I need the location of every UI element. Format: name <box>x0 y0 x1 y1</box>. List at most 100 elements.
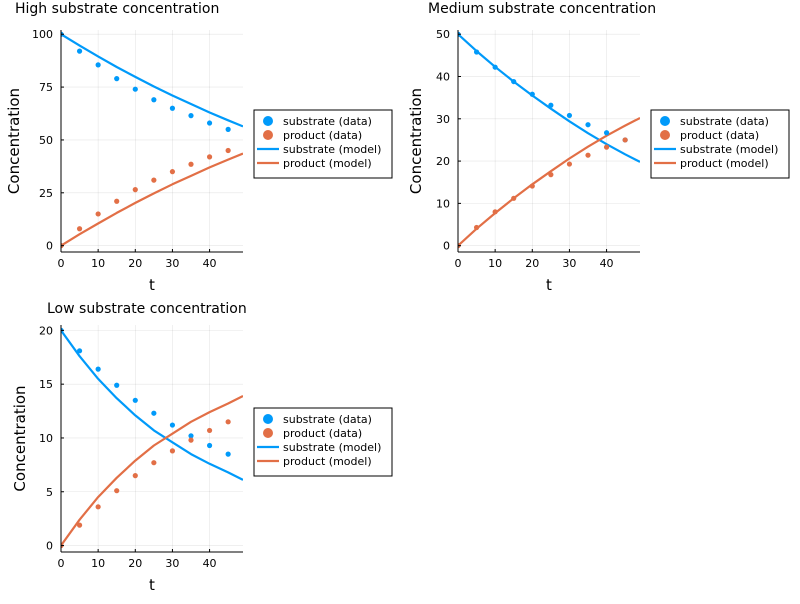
data-point <box>114 488 120 494</box>
data-point <box>114 198 120 204</box>
y-axis-label: Concentration <box>5 88 23 194</box>
legend-box <box>650 109 790 179</box>
data-point <box>188 161 194 167</box>
data-point <box>206 120 213 126</box>
data-point <box>76 348 83 354</box>
y-tick-label: 25 <box>39 187 53 200</box>
data-point <box>169 422 176 428</box>
data-point <box>206 154 213 160</box>
y-tick-label: 10 <box>39 432 53 445</box>
data-point <box>206 427 213 434</box>
chart-panel-high: 0 10 20 30 40 0 25 50 75 100 High substrate concen… <box>5 1 393 294</box>
x-tick-label: 10 <box>488 257 502 270</box>
x-axis-label: t <box>546 276 552 294</box>
plot-area <box>61 31 243 249</box>
legend-box <box>253 109 393 179</box>
data-point <box>511 195 517 201</box>
data-point <box>225 126 231 132</box>
series-line-substrate-model- <box>458 33 640 163</box>
series-line-product-model- <box>61 395 243 547</box>
data-point <box>548 172 554 178</box>
data-point <box>132 187 138 193</box>
x-tick-label: 20 <box>128 557 142 570</box>
x-tick-label: 40 <box>600 257 614 270</box>
x-tick-label: 0 <box>455 257 462 270</box>
x-tick-label: 10 <box>91 257 105 270</box>
data-point <box>169 105 176 111</box>
legend-label: substrate (model) <box>283 143 381 156</box>
data-point <box>76 226 83 232</box>
legend-label: product (data) <box>283 427 362 440</box>
y-axis-label: Concentration <box>407 88 425 194</box>
x-tick-label: 30 <box>165 557 179 570</box>
x-tick-label: 40 <box>203 257 217 270</box>
data-point <box>95 366 101 372</box>
data-point <box>622 137 628 143</box>
legend-label: substrate (model) <box>680 143 778 156</box>
data-point <box>548 102 554 108</box>
x-tick-label: 10 <box>91 557 105 570</box>
data-point <box>566 112 573 119</box>
data-point <box>151 460 157 466</box>
data-point <box>225 451 231 457</box>
legend-label: substrate (model) <box>283 441 381 454</box>
data-point <box>603 144 610 150</box>
x-axis-label: t <box>149 576 155 594</box>
y-axis-label: Concentration <box>11 385 29 491</box>
data-point <box>76 48 83 54</box>
data-point <box>206 442 213 449</box>
data-point <box>188 437 194 443</box>
data-point <box>585 152 591 158</box>
legend-label: product (model) <box>680 157 769 170</box>
y-tick-label: 0 <box>46 540 53 553</box>
data-point <box>225 147 231 154</box>
legend-marker <box>263 130 273 140</box>
series-line-product-model- <box>61 152 243 247</box>
y-tick-label: 20 <box>39 324 53 337</box>
y-tick-label: 30 <box>436 113 450 126</box>
data-point <box>132 397 138 403</box>
series-line-substrate-model- <box>61 329 243 481</box>
data-point <box>95 62 101 68</box>
data-point <box>585 122 591 128</box>
y-tick-label: 0 <box>46 240 53 253</box>
legend-label: product (data) <box>283 129 362 142</box>
x-axis-label: t <box>149 276 155 294</box>
data-point <box>188 433 194 439</box>
x-tick-label: 20 <box>525 257 539 270</box>
legend-box <box>253 407 393 477</box>
x-tick-label: 40 <box>203 557 217 570</box>
data-point <box>151 177 157 183</box>
data-point <box>566 161 573 167</box>
data-point <box>169 448 176 454</box>
chart-title: High substrate concentration <box>15 1 219 17</box>
data-point <box>169 169 176 175</box>
x-tick-label: 20 <box>128 257 142 270</box>
y-tick-label: 0 <box>443 240 450 253</box>
x-tick-label: 0 <box>58 557 65 570</box>
data-point <box>132 473 138 479</box>
plot-area <box>61 327 243 549</box>
y-tick-label: 40 <box>436 71 450 84</box>
data-point <box>511 78 517 85</box>
series-line-substrate-model- <box>61 33 243 128</box>
chart-panel-medium: 0 10 20 30 40 0 10 20 30 40 50 Medium substrate con… <box>407 1 790 294</box>
data-point <box>225 419 231 425</box>
y-tick-label: 100 <box>32 28 53 41</box>
plot-area <box>458 31 640 249</box>
data-point <box>114 382 120 388</box>
legend-marker <box>263 428 273 438</box>
legend-marker <box>263 116 273 126</box>
x-tick-label: 0 <box>58 257 65 270</box>
data-point <box>188 113 194 119</box>
y-tick-label: 15 <box>39 378 53 391</box>
legend-marker <box>263 414 273 424</box>
legend-label: product (model) <box>283 455 372 468</box>
data-point <box>529 183 535 189</box>
legend-label: substrate (data) <box>283 413 372 426</box>
legend-marker <box>660 116 670 126</box>
legend-marker <box>660 130 670 140</box>
data-point <box>95 211 101 217</box>
